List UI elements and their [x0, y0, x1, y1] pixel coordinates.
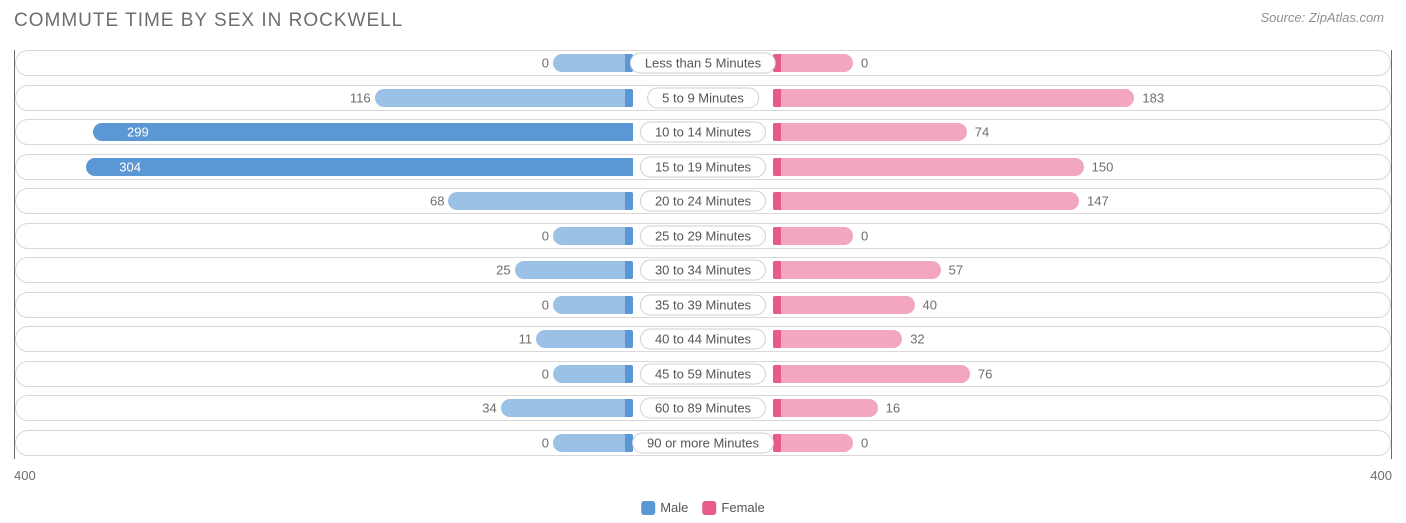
value-label-male: 0 — [542, 366, 549, 381]
category-label: 90 or more Minutes — [632, 432, 774, 453]
legend-label: Female — [721, 500, 764, 515]
bar-female — [773, 227, 853, 245]
bar-male — [553, 227, 633, 245]
category-label: 5 to 9 Minutes — [647, 87, 759, 108]
chart-row: 0 0 25 to 29 Minutes — [15, 223, 1391, 249]
category-label: 40 to 44 Minutes — [640, 329, 766, 350]
value-label-male: 304 — [119, 159, 141, 174]
bar-female — [773, 434, 853, 452]
value-label-male: 299 — [127, 125, 149, 140]
legend-swatch — [641, 501, 655, 515]
category-label: 20 to 24 Minutes — [640, 191, 766, 212]
legend-swatch — [702, 501, 716, 515]
value-label-female: 57 — [949, 263, 963, 278]
bar-male — [553, 434, 633, 452]
value-label-male: 116 — [350, 90, 371, 105]
category-label: 25 to 29 Minutes — [640, 225, 766, 246]
value-label-female: 76 — [978, 366, 992, 381]
category-label: 60 to 89 Minutes — [640, 398, 766, 419]
axis-label-left: 400 — [14, 468, 36, 483]
bar-male — [553, 296, 633, 314]
bar-female — [773, 261, 941, 279]
bar-female — [773, 399, 878, 417]
chart-row: 0 0 90 or more Minutes — [15, 430, 1391, 456]
legend: Male Female — [641, 500, 765, 515]
axis-label-right: 400 — [1370, 468, 1392, 483]
chart-row: 68 147 20 to 24 Minutes — [15, 188, 1391, 214]
chart-row: 116 183 5 to 9 Minutes — [15, 85, 1391, 111]
value-label-male: 34 — [482, 401, 496, 416]
value-label-female: 32 — [910, 332, 924, 347]
category-label: 10 to 14 Minutes — [640, 122, 766, 143]
chart-plot: 0 0 Less than 5 Minutes 116 183 5 to 9 Minute… — [14, 50, 1392, 459]
chart-row: 299 74 10 to 14 Minutes — [15, 119, 1391, 145]
value-label-female: 183 — [1142, 90, 1164, 105]
value-label-female: 74 — [975, 125, 989, 140]
category-label: 15 to 19 Minutes — [640, 156, 766, 177]
value-label-female: 147 — [1087, 194, 1109, 209]
category-label: Less than 5 Minutes — [630, 53, 776, 74]
chart-area: 0 0 Less than 5 Minutes 116 183 5 to 9 Minute… — [14, 46, 1392, 483]
bar-female — [773, 158, 1084, 176]
value-label-male: 0 — [542, 435, 549, 450]
chart-row: 25 57 30 to 34 Minutes — [15, 257, 1391, 283]
legend-item: Male — [641, 500, 688, 515]
value-label-female: 0 — [861, 228, 868, 243]
value-label-male: 0 — [542, 228, 549, 243]
bar-male — [501, 399, 633, 417]
bar-male — [553, 54, 633, 72]
bar-male — [553, 365, 633, 383]
value-label-male: 68 — [430, 194, 444, 209]
chart-row: 0 0 Less than 5 Minutes — [15, 50, 1391, 76]
legend-label: Male — [660, 500, 688, 515]
value-label-female: 150 — [1092, 159, 1114, 174]
bar-male — [375, 89, 633, 107]
bar-female — [773, 330, 902, 348]
category-label: 35 to 39 Minutes — [640, 294, 766, 315]
bar-male — [515, 261, 633, 279]
bar-female — [773, 296, 915, 314]
value-label-female: 40 — [923, 297, 937, 312]
bar-female — [773, 54, 853, 72]
value-label-male: 25 — [496, 263, 510, 278]
bar-male — [448, 192, 633, 210]
value-label-male: 0 — [542, 56, 549, 71]
source-attribution: Source: ZipAtlas.com — [1260, 10, 1384, 25]
legend-item: Female — [702, 500, 764, 515]
bar-female — [773, 123, 967, 141]
value-label-female: 0 — [861, 56, 868, 71]
value-label-female: 0 — [861, 435, 868, 450]
bar-female — [773, 192, 1079, 210]
chart-title: COMMUTE TIME BY SEX IN ROCKWELL — [14, 10, 1392, 32]
chart-row: 34 16 60 to 89 Minutes — [15, 395, 1391, 421]
value-label-male: 0 — [542, 297, 549, 312]
bar-female — [773, 365, 970, 383]
chart-row: 304 150 15 to 19 Minutes — [15, 154, 1391, 180]
value-label-male: 11 — [519, 332, 533, 347]
chart-row: 11 32 40 to 44 Minutes — [15, 326, 1391, 352]
bar-male — [93, 123, 633, 141]
value-label-female: 16 — [886, 401, 900, 416]
category-label: 30 to 34 Minutes — [640, 260, 766, 281]
chart-row: 0 40 35 to 39 Minutes — [15, 292, 1391, 318]
bar-female — [773, 89, 1134, 107]
bar-male — [536, 330, 633, 348]
chart-row: 0 76 45 to 59 Minutes — [15, 361, 1391, 387]
category-label: 45 to 59 Minutes — [640, 363, 766, 384]
bar-male — [86, 158, 633, 176]
